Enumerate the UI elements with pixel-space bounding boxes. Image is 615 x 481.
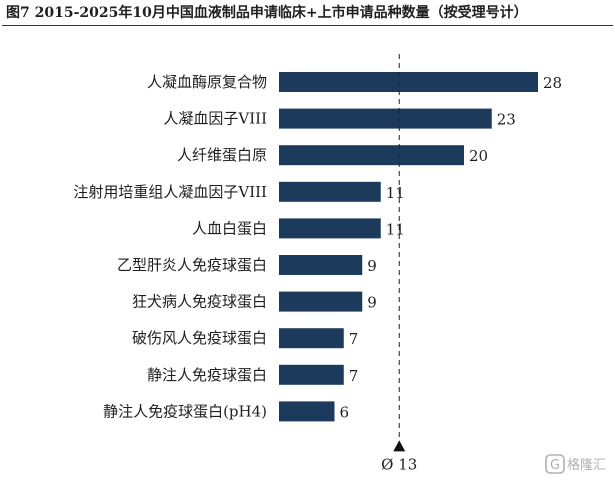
value-label-3: 11: [386, 184, 405, 202]
category-label-7: 破伤风人免疫球蛋白: [132, 329, 267, 347]
value-label-1: 23: [497, 111, 516, 129]
bar-6: [279, 291, 363, 312]
svg-text:G: G: [550, 458, 560, 473]
bar-7: [279, 328, 344, 349]
average-marker-icon: [393, 440, 406, 452]
value-label-2: 20: [469, 147, 488, 165]
value-label-0: 28: [543, 74, 562, 92]
value-label-6: 9: [367, 294, 377, 312]
svg-text:格隆汇: 格隆汇: [567, 457, 606, 473]
bar-8: [279, 364, 344, 385]
value-label-5: 9: [367, 257, 377, 275]
bar-1: [279, 108, 492, 129]
category-label-1: 人凝血因子VIII: [163, 110, 267, 128]
value-label-4: 11: [386, 220, 405, 238]
watermark-logo-icon: G 格隆汇: [545, 454, 606, 474]
category-label-6: 狂犬病人免疫球蛋白: [132, 293, 267, 311]
value-label-9: 6: [340, 403, 350, 421]
brand-watermark: G 格隆汇: [545, 453, 607, 475]
bar-4: [279, 218, 381, 239]
category-label-4: 人血白蛋白: [192, 219, 267, 237]
bar-3: [279, 181, 381, 202]
category-label-2: 人纤维蛋白原: [177, 146, 267, 164]
value-label-8: 7: [349, 367, 359, 385]
category-label-3: 注射用培重组人凝血因子VIII: [73, 183, 267, 201]
bar-0: [279, 72, 538, 92]
chart-title: 图7 2015-2025年10月中国血液制品申请临床+上市申请品种数量（按受理号…: [6, 5, 528, 21]
bars-group: [279, 72, 538, 422]
value-label-7: 7: [349, 330, 359, 348]
category-label-8: 静注人免疫球蛋白: [147, 366, 267, 384]
bar-9: [279, 401, 335, 422]
bar-5: [279, 255, 363, 275]
category-label-0: 人凝血酶原复合物: [147, 73, 267, 91]
bar-2: [279, 145, 464, 166]
average-marker-group: Ø 13: [381, 54, 417, 473]
category-label-5: 乙型肝炎人免疫球蛋白: [117, 256, 267, 274]
title-divider: [2, 25, 613, 26]
category-label-9: 静注人免疫球蛋白(pH4): [103, 402, 267, 420]
average-label: Ø 13: [381, 455, 417, 473]
